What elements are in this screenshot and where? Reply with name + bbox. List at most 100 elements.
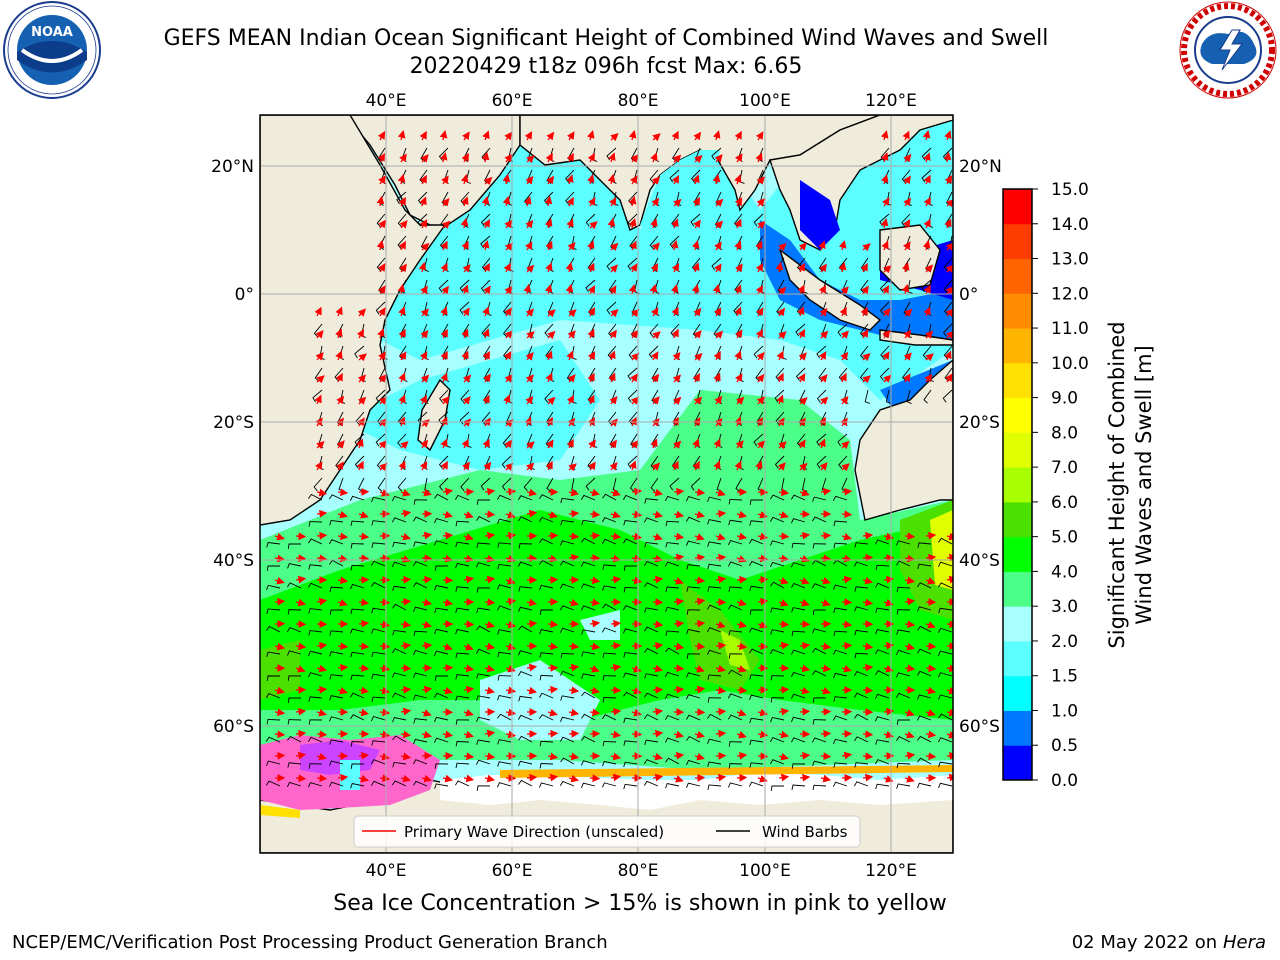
- wave-direction-arrow: [400, 532, 411, 541]
- wind-barb: [917, 542, 932, 548]
- wave-direction-arrow: [482, 394, 490, 405]
- wind-barb: [266, 584, 281, 591]
- wind-barb: [727, 714, 743, 721]
- colorbar-tick-label: 8.0: [1051, 423, 1078, 443]
- lat-label: 0°: [235, 285, 254, 305]
- wave-direction-arrow: [482, 130, 490, 141]
- wave-direction-arrow: [316, 664, 327, 673]
- wave-direction-arrow: [379, 664, 391, 673]
- wind-barb: [832, 649, 848, 655]
- wind-barb: [287, 563, 302, 569]
- wave-direction-arrow: [586, 174, 595, 185]
- wind-barb: [791, 562, 806, 568]
- wave-direction-arrow: [923, 174, 931, 185]
- wind-barb: [602, 564, 617, 570]
- wave-direction-arrow: [673, 487, 685, 496]
- wind-barb: [774, 455, 785, 469]
- wave-direction-arrow: [421, 641, 433, 650]
- wave-direction-arrow: [544, 195, 553, 207]
- wave-direction-arrow: [818, 438, 826, 449]
- wave-direction-arrow: [652, 510, 664, 519]
- wave-direction-arrow: [694, 685, 706, 694]
- wind-barb: [392, 735, 407, 743]
- wave-direction-arrow: [777, 462, 786, 471]
- wave-direction-arrow: [778, 488, 790, 497]
- wind-barb: [711, 147, 722, 161]
- wind-barb: [885, 389, 892, 404]
- wind-barb: [685, 516, 701, 523]
- wind-barb: [686, 782, 701, 788]
- wave-direction-arrow: [400, 707, 412, 716]
- wave-direction-arrow: [819, 263, 827, 273]
- wave-direction-arrow: [379, 774, 391, 783]
- wave-direction-arrow: [883, 265, 892, 274]
- wind-barb: [643, 517, 659, 523]
- wind-barb: [770, 607, 785, 613]
- colorbar-tick-label: 9.0: [1051, 389, 1078, 409]
- wave-direction-arrow: [860, 262, 868, 273]
- wind-barb: [833, 607, 848, 613]
- wind-barb: [539, 763, 554, 769]
- wave-direction-arrow: [397, 283, 406, 295]
- wave-direction-arrow: [798, 439, 806, 449]
- wave-direction-arrow: [694, 533, 705, 541]
- wave-direction-arrow: [734, 197, 743, 207]
- wave-direction-arrow: [440, 306, 448, 317]
- wind-barb: [644, 498, 659, 504]
- wind-barb: [308, 493, 323, 501]
- wave-direction-arrow: [460, 174, 469, 185]
- wave-direction-arrow: [649, 283, 658, 295]
- wave-direction-arrow: [589, 642, 601, 651]
- wave-direction-arrow: [736, 751, 748, 760]
- wave-direction-arrow: [565, 283, 574, 295]
- wave-direction-arrow: [481, 195, 490, 207]
- wave-direction-arrow: [692, 438, 700, 449]
- wave-direction-arrow: [568, 752, 580, 761]
- wave-direction-arrow: [925, 752, 937, 761]
- wave-direction-arrow: [820, 687, 831, 695]
- wave-direction-arrow: [295, 554, 307, 563]
- wave-direction-arrow: [505, 597, 517, 606]
- wave-direction-arrow: [671, 263, 680, 273]
- wave-direction-arrow: [694, 752, 705, 761]
- wind-barb: [665, 586, 680, 592]
- wind-barb: [585, 213, 596, 227]
- wave-direction-arrow: [694, 488, 706, 497]
- wave-direction-arrow: [316, 509, 328, 518]
- wind-barb: [412, 516, 428, 523]
- wind-barb: [476, 516, 491, 523]
- wave-direction-arrow: [526, 598, 538, 607]
- wave-direction-arrow: [463, 752, 475, 761]
- map-frame: [259, 114, 954, 854]
- wave-direction-arrow: [610, 752, 622, 761]
- wave-direction-arrow: [440, 438, 448, 449]
- wind-barb: [790, 494, 806, 501]
- wind-barb: [833, 672, 848, 679]
- wave-direction-arrow: [736, 598, 747, 607]
- wave-direction-arrow: [378, 307, 386, 317]
- wave-direction-arrow: [757, 642, 769, 651]
- wind-barb: [434, 763, 449, 769]
- wave-direction-arrow: [925, 621, 936, 629]
- wind-barb: [434, 565, 449, 571]
- wave-direction-arrow: [694, 730, 705, 739]
- wave-direction-arrow: [946, 553, 953, 562]
- wave-direction-arrow: [692, 262, 700, 273]
- wave-direction-arrow: [922, 240, 931, 251]
- wave-direction-arrow: [547, 511, 558, 519]
- wind-barb: [707, 674, 722, 680]
- wind-barb: [497, 629, 512, 635]
- wave-direction-arrow: [862, 553, 874, 562]
- wave-direction-arrow: [778, 752, 789, 761]
- wave-direction-arrow: [672, 154, 682, 163]
- wind-barb: [434, 716, 449, 723]
- wind-barb: [476, 587, 491, 593]
- wave-direction-arrow: [274, 532, 285, 541]
- wind-barb: [769, 561, 785, 568]
- wave-direction-arrow: [358, 686, 370, 695]
- wind-barb: [602, 714, 617, 721]
- wave-direction-arrow: [609, 329, 617, 339]
- wave-direction-arrow: [544, 284, 553, 295]
- lat-labels-left: 20°N 0° 20°S 40°S 60°S: [211, 157, 254, 737]
- wind-barb: [643, 626, 659, 633]
